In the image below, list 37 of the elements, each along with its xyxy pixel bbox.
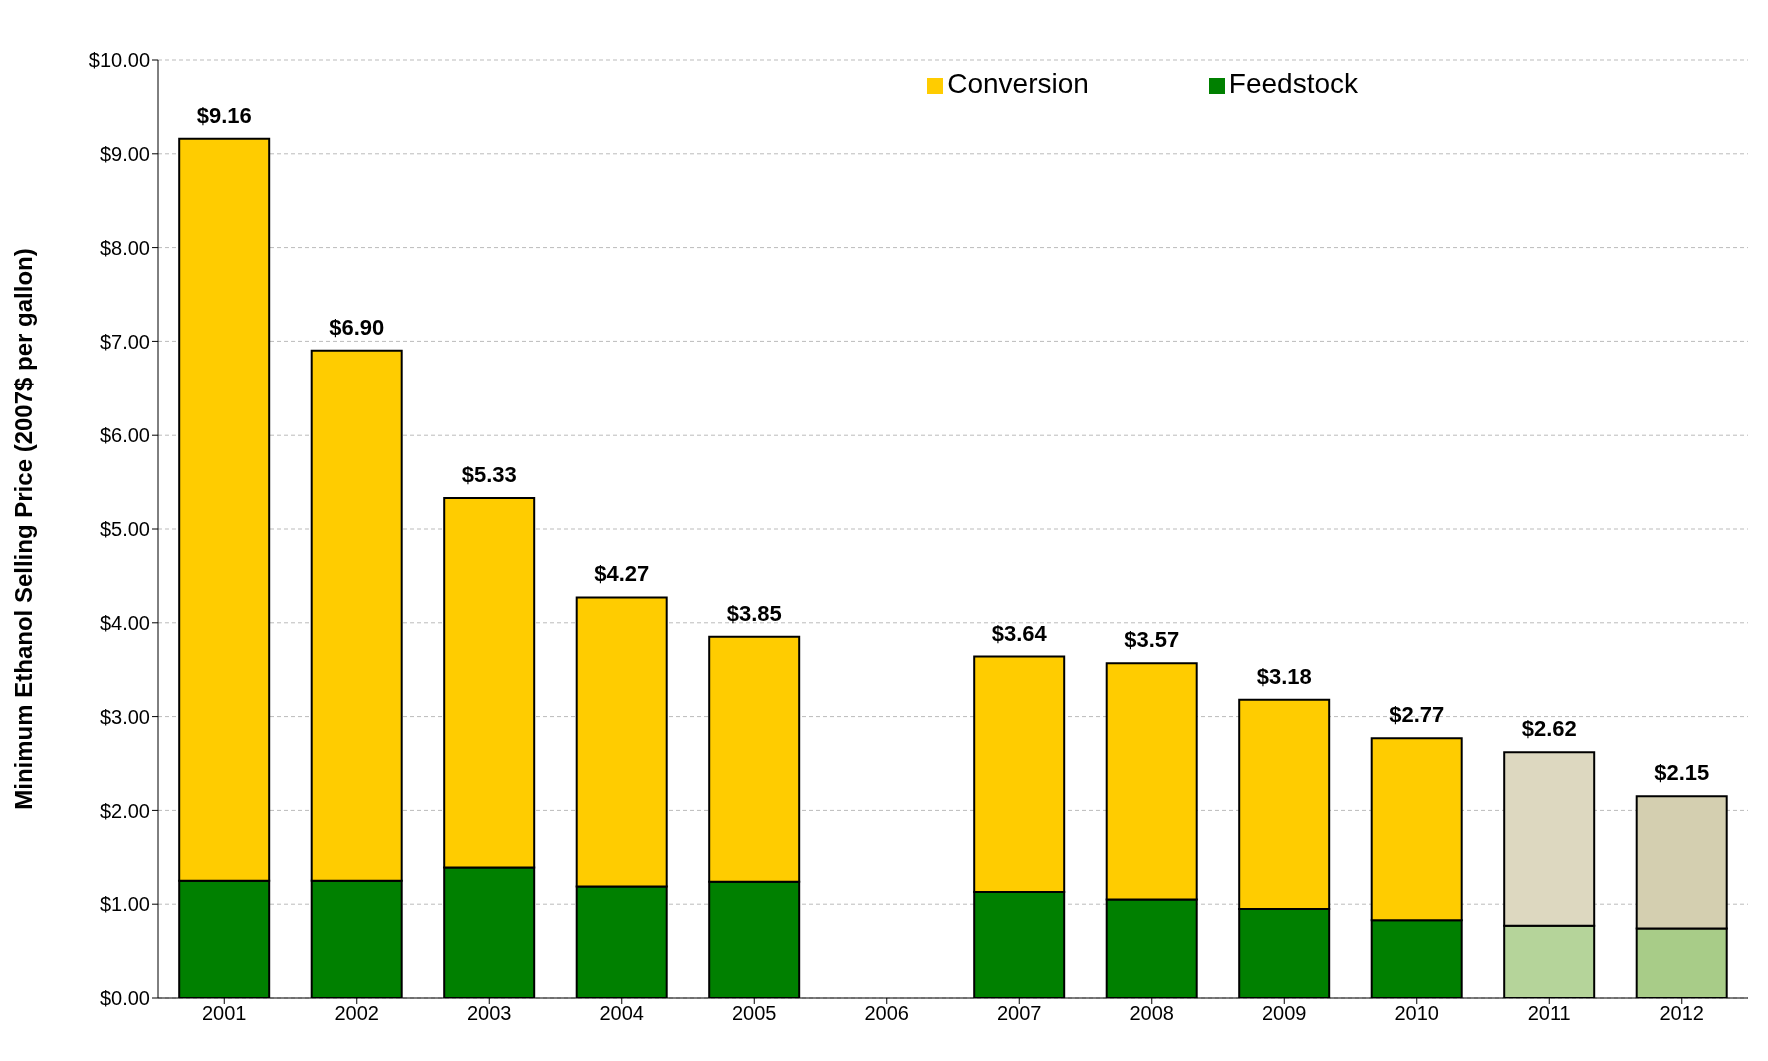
total-label: $3.85 [726, 600, 782, 626]
y-tick-label: $7.00 [99, 330, 150, 353]
x-tick-label: 2011 [1527, 1002, 1571, 1025]
x-tick-label: 2002 [334, 1002, 379, 1025]
legend-label: Conversion [947, 68, 1089, 99]
total-label: $9.16 [196, 102, 252, 128]
total-label: $2.15 [1654, 760, 1710, 786]
total-label: $3.18 [1256, 663, 1312, 689]
x-tick-label: 2012 [1659, 1002, 1704, 1025]
x-tick-label: 2003 [467, 1002, 512, 1025]
total-label: $6.90 [329, 314, 385, 340]
total-label: $3.64 [991, 620, 1048, 646]
y-tick-label: $6.00 [99, 424, 150, 447]
y-tick-label: $9.00 [99, 142, 150, 165]
y-tick-label: $1.00 [99, 893, 150, 916]
total-label: $4.27 [594, 561, 650, 587]
y-tick-label: $4.00 [99, 611, 150, 634]
x-tick-label: 2004 [599, 1002, 644, 1025]
x-tick-label: 2009 [1262, 1002, 1307, 1025]
x-tick-label: 2010 [1394, 1002, 1439, 1025]
x-tick-label: 2001 [202, 1002, 247, 1025]
y-tick-label: $0.00 [99, 987, 150, 1010]
total-label: $2.77 [1389, 702, 1445, 728]
legend-label: Feedstock [1228, 68, 1358, 99]
total-label: $5.33 [461, 462, 517, 488]
x-tick-label: 2007 [997, 1002, 1042, 1025]
x-tick-label: 2008 [1129, 1002, 1174, 1025]
x-tick-label: 2005 [732, 1002, 777, 1025]
x-tick-label: 2006 [864, 1002, 909, 1025]
y-tick-label: $3.00 [99, 705, 150, 728]
y-tick-label: $10.00 [88, 49, 150, 72]
total-label: $2.62 [1521, 716, 1577, 742]
y-tick-label: $8.00 [99, 236, 150, 259]
total-label: $3.57 [1124, 627, 1180, 653]
y-axis-title: Minimum Ethanol Selling Price (2007$ per gallon) [9, 248, 37, 810]
y-tick-label: $2.00 [99, 799, 150, 822]
y-tick-label: $5.00 [99, 518, 150, 541]
